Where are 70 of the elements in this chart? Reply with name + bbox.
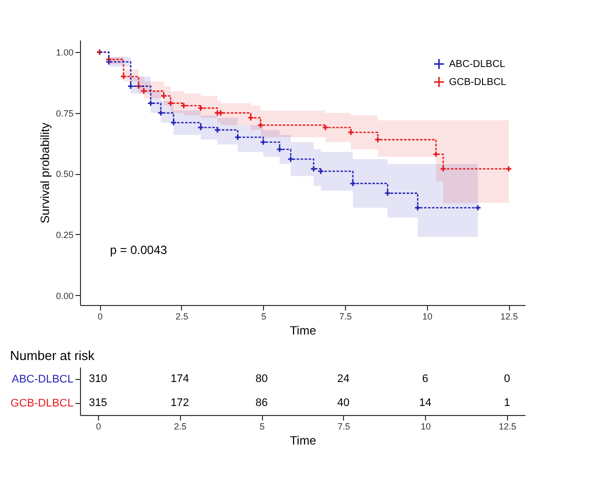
point	[160, 92, 168, 100]
point	[440, 165, 447, 172]
x-tick-label: 10	[422, 312, 432, 322]
point	[414, 204, 422, 212]
legend-label: ABC-DLBCL	[449, 59, 506, 70]
data-label: 80	[255, 373, 268, 385]
data-label: 40	[337, 397, 350, 409]
x-tick-label: 5	[261, 312, 266, 322]
point	[217, 110, 224, 116]
y-tick-label: ABC-DLBCL	[12, 374, 74, 386]
point	[197, 124, 204, 131]
x-axis-title: Time	[290, 434, 316, 448]
data-label: 14	[419, 397, 432, 409]
point	[247, 114, 254, 122]
x-tick-label: 12.5	[500, 312, 518, 322]
point	[214, 126, 221, 134]
data-label: 24	[337, 373, 350, 385]
point	[214, 110, 221, 116]
point	[384, 190, 391, 197]
point	[260, 138, 267, 146]
y-tick-label: 0.00	[56, 290, 74, 301]
x-tick-label: 0	[98, 312, 103, 322]
data-label: 6	[422, 373, 428, 385]
point	[276, 146, 283, 153]
x-tick-label: 2.5	[174, 422, 187, 432]
x-tick-label: 7.5	[339, 312, 352, 322]
y-tick-label: 0.50	[56, 169, 74, 180]
x-tick-label: 10	[420, 422, 431, 432]
x-tick-label: 5	[260, 422, 265, 432]
data-label: 0	[504, 373, 510, 385]
point	[287, 156, 294, 163]
point	[120, 73, 127, 80]
chart-title: Number at risk	[10, 348, 96, 363]
point	[257, 122, 264, 128]
point	[167, 100, 174, 107]
data-label: 172	[170, 397, 189, 409]
data-label: 310	[88, 373, 108, 385]
point	[317, 168, 324, 175]
point	[127, 82, 134, 90]
point	[374, 136, 382, 144]
x-tick-label: 12.5	[498, 422, 516, 432]
x-tick-label: 0	[96, 422, 102, 432]
data-label: 86	[255, 397, 268, 409]
point	[147, 100, 154, 107]
point	[322, 124, 329, 131]
data-label: 315	[88, 397, 108, 409]
point	[197, 104, 204, 112]
y-tick-label: 0.25	[56, 230, 74, 240]
y-axis-title: Survival probability	[38, 122, 52, 224]
point	[234, 134, 242, 141]
data-label: 1	[504, 397, 510, 409]
point	[432, 150, 440, 158]
legend-label: GCB-DLBCL	[449, 77, 507, 88]
point	[349, 180, 356, 187]
annotation: p = 0.0043	[110, 243, 168, 257]
point	[310, 165, 318, 172]
point	[170, 119, 177, 126]
point	[157, 110, 164, 116]
point	[348, 128, 354, 136]
y-tick-label: 0.75	[56, 108, 74, 118]
x-tick-label: 7.5	[338, 422, 350, 432]
y-tick-label: GCB-DLBCL	[10, 398, 74, 410]
y-tick-label: 1.00	[56, 48, 74, 58]
data-label: 174	[170, 373, 189, 385]
x-tick-label: 2.5	[176, 312, 188, 322]
x-axis-title: Time	[290, 324, 316, 338]
point	[105, 56, 112, 63]
point	[505, 165, 512, 172]
point	[180, 102, 188, 110]
point	[474, 204, 482, 212]
